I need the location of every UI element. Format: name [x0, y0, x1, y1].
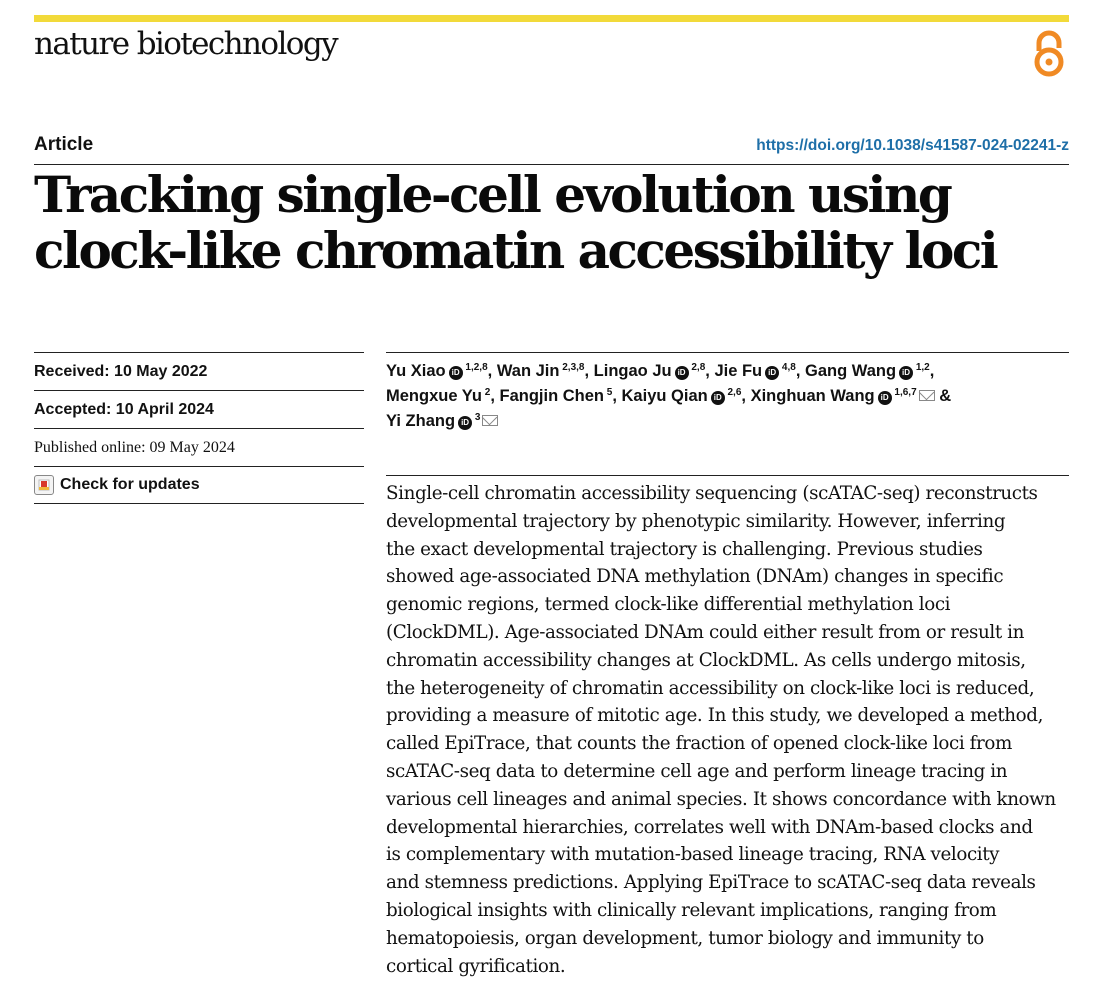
author-name[interactable]: Gang Wang — [804, 362, 897, 380]
abstract-line: various cell lineages and animal species… — [386, 788, 1056, 810]
orcid-icon[interactable]: iD — [877, 391, 892, 405]
abstract-line: hematopoiesis, organ development, tumor … — [386, 927, 984, 949]
author-list: Yu Xiao iD 1,2,8, Wan Jin 2,3,8, Lingao J… — [386, 362, 952, 430]
abstract-line: is complementary with mutation-based lin… — [386, 844, 1000, 866]
article-type: Article — [34, 134, 94, 155]
abstract-line: biological insights with clinically rele… — [386, 899, 997, 921]
title-line-2: clock-like chromatin accessibility loci — [34, 221, 999, 280]
open-access-icon — [1032, 27, 1066, 84]
author-affiliation: 3 — [472, 412, 481, 423]
check-for-updates-icon — [34, 475, 54, 495]
author-name[interactable]: Jie Fu — [714, 362, 763, 380]
orcid-icon[interactable]: iD — [458, 416, 473, 430]
abstract-line: scATAC-seq data to determine cell age an… — [386, 760, 1008, 782]
author-name[interactable]: Xinghuan Wang — [750, 387, 875, 405]
orcid-icon[interactable]: iD — [765, 366, 780, 380]
author-name[interactable]: Yu Xiao — [386, 362, 446, 380]
author-affiliation: 2,8 — [688, 362, 706, 373]
abstract-line: genomic regions, termed clock-like diffe… — [386, 594, 951, 616]
orcid-icon[interactable]: iD — [899, 366, 914, 380]
published-date: Published online: 09 May 2024 — [34, 428, 364, 466]
author-name[interactable]: Lingao Ju — [593, 362, 672, 380]
journal-name[interactable]: nature biotechnology — [34, 26, 339, 62]
author-name[interactable]: Fangjin Chen — [499, 387, 605, 405]
author-name[interactable]: Yi Zhang — [386, 412, 456, 430]
author-affiliation: 4,8 — [779, 362, 796, 373]
author-name[interactable]: Mengxue Yu — [386, 387, 482, 405]
abstract-line: called EpiTrace, that counts the fractio… — [386, 733, 1012, 755]
orcid-icon[interactable]: iD — [710, 391, 725, 405]
article-dates: Received: 10 May 2022 Accepted: 10 April… — [34, 352, 364, 504]
doi-link[interactable]: https://doi.org/10.1038/s41587-024-02241… — [756, 137, 1069, 154]
author-affiliation: 1,2,8 — [462, 362, 488, 373]
abstract-line: cortical gyrification. — [386, 955, 566, 977]
abstract-line: the exact developmental trajectory is ch… — [386, 538, 983, 560]
abstract-line: chromatin accessibility changes at Clock… — [386, 649, 1026, 671]
abstract-line: and stemness predictions. Applying EpiTr… — [386, 872, 1036, 894]
divider — [386, 475, 1069, 476]
received-date: Received: 10 May 2022 — [34, 352, 364, 390]
check-for-updates-button[interactable]: Check for updates — [34, 466, 364, 504]
abstract-line: the heterogeneity of chromatin accessibi… — [386, 677, 1035, 699]
author-affiliation: 1,2 — [913, 362, 930, 373]
abstract-line: developmental trajectory by phenotypic s… — [386, 510, 1006, 532]
author-name[interactable]: Kaiyu Qian — [621, 387, 708, 405]
email-icon[interactable] — [482, 415, 499, 426]
author-name[interactable]: Wan Jin — [496, 362, 560, 380]
orcid-icon[interactable]: iD — [674, 366, 689, 380]
abstract-line: showed age-associated DNA methylation (D… — [386, 566, 1004, 588]
journal-color-bar — [34, 15, 1069, 22]
abstract-line: Single-cell chromatin accessibility sequ… — [386, 483, 1038, 504]
author-affiliation: 1,6,7 — [891, 387, 917, 398]
divider — [386, 352, 1069, 353]
article-title: Tracking single-cell evolution using clo… — [34, 167, 1064, 279]
accepted-date: Accepted: 10 April 2024 — [34, 390, 364, 428]
abstract: Single-cell chromatin accessibility sequ… — [386, 480, 1066, 980]
author-affiliation: 5 — [604, 387, 613, 398]
email-icon[interactable] — [918, 390, 935, 401]
author-affiliation: 2,3,8 — [559, 362, 585, 373]
author-conjunction: & — [934, 387, 952, 405]
abstract-line: providing a measure of mitotic age. In t… — [386, 705, 1043, 727]
title-line-1: Tracking single-cell evolution using — [34, 165, 953, 224]
orcid-icon[interactable]: iD — [448, 366, 463, 380]
author-affiliation: 2,6 — [724, 387, 742, 398]
check-for-updates-label: Check for updates — [60, 476, 200, 493]
abstract-line: (ClockDML). Age-associated DNAm could ei… — [386, 621, 1024, 643]
abstract-line: developmental hierarchies, correlates we… — [386, 816, 1033, 838]
author-affiliation: 2 — [481, 387, 491, 398]
divider — [34, 164, 1069, 165]
